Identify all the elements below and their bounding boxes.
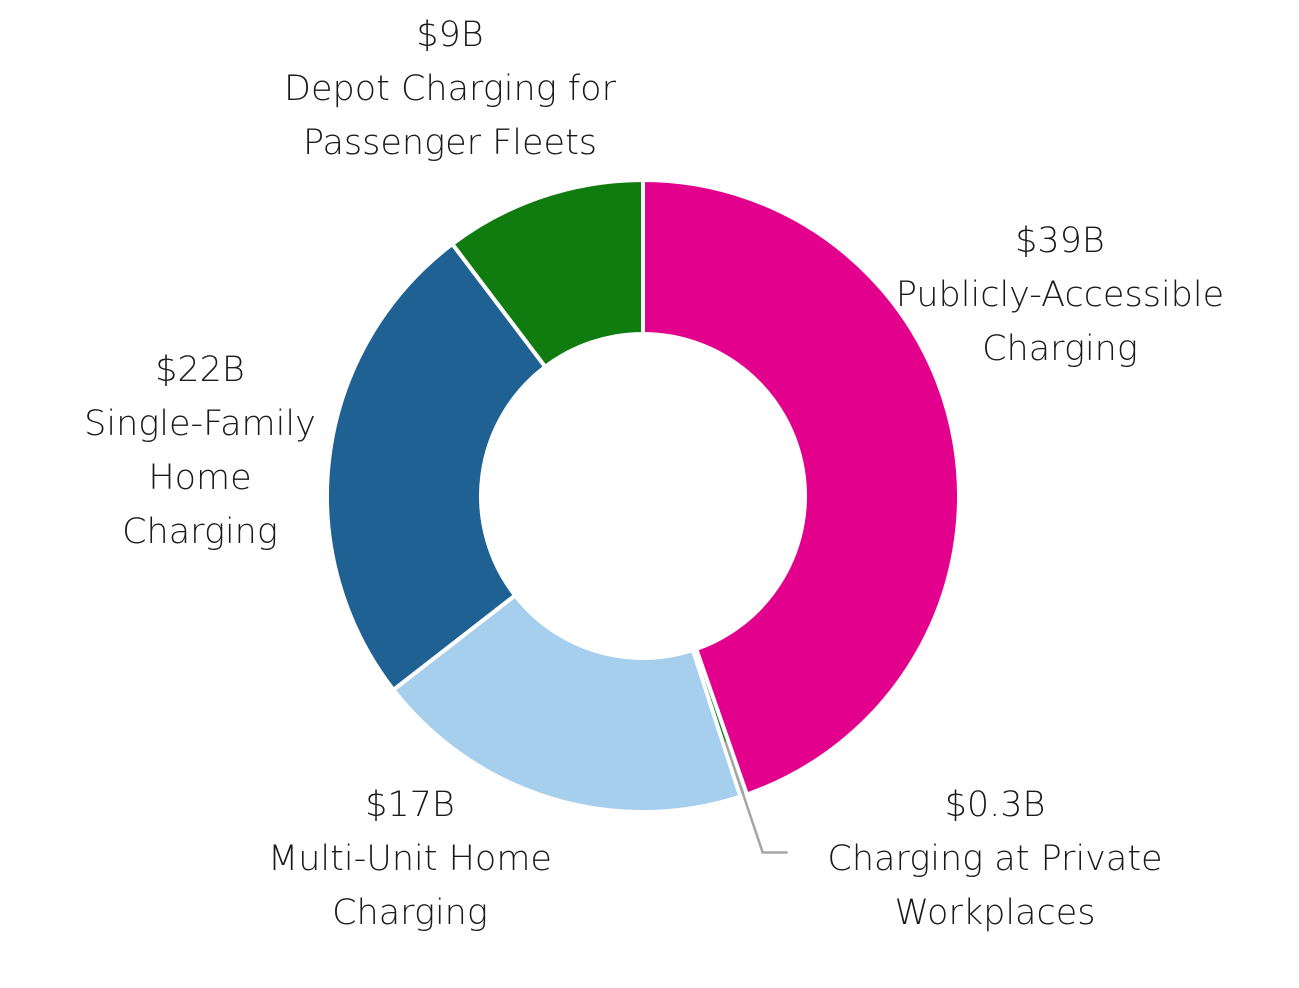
donut-slices: [325, 178, 961, 814]
slice-label-multi-unit: $17B Multi-Unit Home Charging: [240, 778, 580, 940]
donut-slice-single: [325, 242, 548, 692]
donut-slice-depot: [450, 178, 645, 369]
slice-label-workplace: $0.3B Charging at Private Workplaces: [810, 778, 1180, 940]
slice-value-public: $39B: [1015, 221, 1105, 261]
slice-name-line: Charging: [982, 329, 1138, 369]
slice-name-line: Charging: [332, 893, 488, 933]
leader-line-workplace: [724, 741, 788, 854]
donut-slice-multi: [391, 593, 743, 814]
slice-value-multi-unit: $17B: [365, 785, 455, 825]
slice-name-line: Home: [148, 458, 252, 498]
slice-name-line: Passenger Fleets: [302, 123, 598, 163]
slice-name-line: Single-Family: [84, 404, 316, 444]
slice-label-public: $39B Publicly-Accessible Charging: [880, 214, 1240, 376]
slice-label-single-family: $22B Single-Family Home Charging: [60, 343, 340, 559]
slice-value-single-family: $22B: [155, 350, 245, 390]
slice-name-line: Charging: [122, 512, 278, 552]
slice-name-line: Workplaces: [894, 893, 1096, 933]
slice-value-depot: $9B: [416, 15, 484, 55]
slice-name-line: Depot Charging for: [284, 69, 616, 109]
donut-slice-public: [641, 178, 961, 797]
slice-name-line: Charging at Private: [827, 839, 1163, 879]
slice-value-workplace: $0.3B: [944, 785, 1046, 825]
slice-name-line: Multi-Unit Home: [268, 839, 552, 879]
slice-label-depot: $9B Depot Charging for Passenger Fleets: [250, 8, 650, 170]
slice-name-line: Publicly-Accessible: [895, 275, 1225, 315]
